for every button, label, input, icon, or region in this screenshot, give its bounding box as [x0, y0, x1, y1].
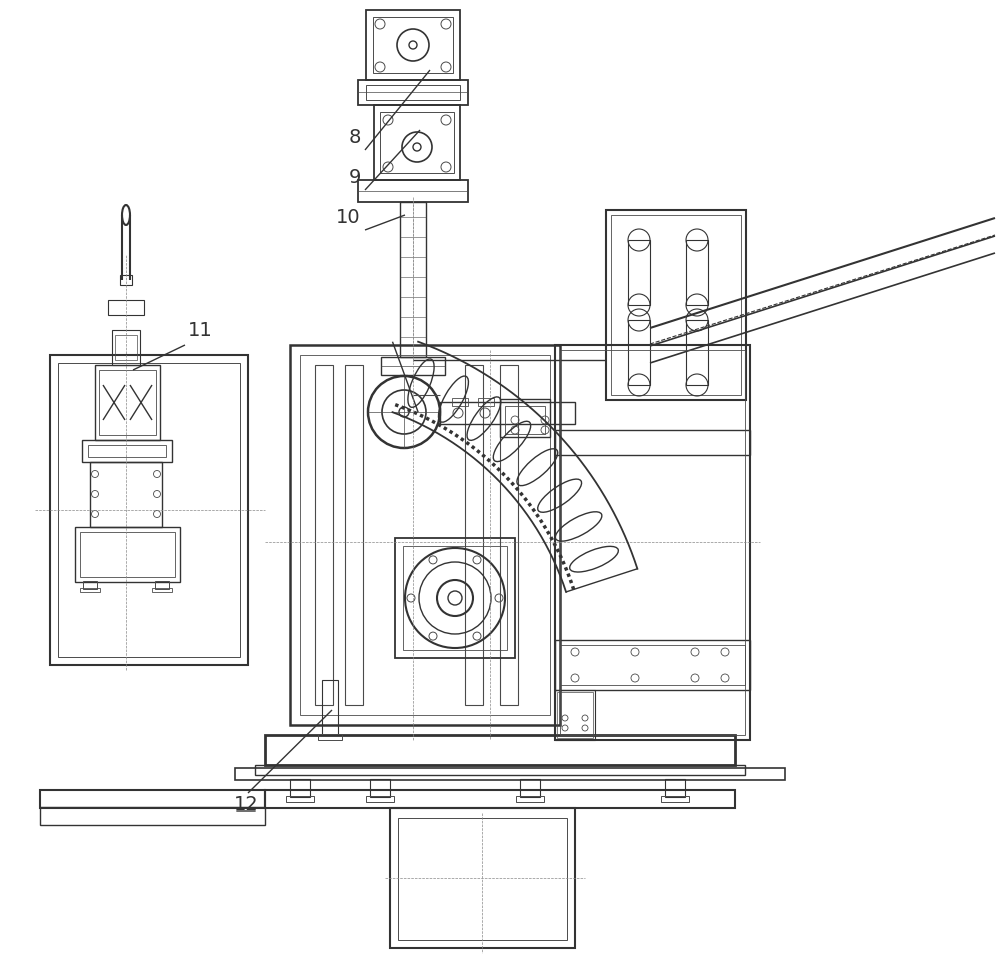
Bar: [358, 80, 468, 105]
Bar: [500, 399, 550, 437]
Text: 10: 10: [336, 208, 361, 227]
Bar: [99, 370, 156, 435]
Bar: [108, 300, 144, 315]
Bar: [286, 796, 314, 802]
Bar: [300, 355, 550, 715]
Bar: [373, 17, 453, 73]
Bar: [370, 779, 390, 797]
Bar: [290, 345, 560, 725]
Bar: [555, 640, 750, 690]
Bar: [255, 765, 745, 775]
Bar: [50, 355, 248, 665]
Bar: [381, 357, 445, 375]
Bar: [345, 365, 363, 705]
Bar: [322, 680, 338, 735]
Bar: [557, 692, 593, 738]
Bar: [505, 406, 545, 434]
Bar: [366, 10, 460, 80]
Bar: [628, 240, 650, 305]
Text: 9: 9: [349, 168, 361, 187]
Bar: [500, 365, 518, 705]
Bar: [520, 779, 540, 797]
Bar: [82, 440, 172, 462]
Bar: [115, 335, 137, 360]
Bar: [290, 779, 310, 797]
Bar: [83, 581, 97, 589]
Bar: [465, 365, 483, 705]
Text: 12: 12: [234, 795, 258, 814]
Bar: [40, 807, 265, 825]
Bar: [395, 538, 515, 658]
Bar: [560, 350, 745, 735]
Bar: [80, 588, 100, 592]
Bar: [265, 735, 735, 765]
Bar: [58, 363, 240, 657]
Bar: [440, 402, 575, 424]
Bar: [403, 546, 507, 650]
Bar: [628, 320, 650, 385]
Bar: [374, 105, 460, 180]
Text: 8: 8: [349, 128, 361, 147]
Bar: [665, 779, 685, 797]
Bar: [90, 462, 162, 527]
Text: 11: 11: [188, 321, 213, 340]
Bar: [75, 527, 180, 582]
Bar: [380, 112, 454, 173]
Bar: [686, 240, 708, 305]
Bar: [88, 445, 166, 457]
Bar: [40, 790, 265, 808]
Bar: [366, 796, 394, 802]
Bar: [555, 690, 595, 740]
Bar: [120, 275, 132, 285]
Bar: [265, 790, 735, 808]
Bar: [366, 85, 460, 100]
Bar: [95, 365, 160, 440]
Bar: [152, 588, 172, 592]
Bar: [318, 734, 342, 740]
Bar: [478, 398, 494, 406]
Bar: [452, 398, 468, 406]
Bar: [155, 581, 169, 589]
Bar: [400, 202, 426, 357]
Bar: [686, 320, 708, 385]
Bar: [235, 768, 785, 780]
Bar: [390, 808, 575, 948]
Bar: [398, 818, 567, 940]
Bar: [560, 645, 745, 685]
Bar: [611, 215, 741, 395]
Bar: [358, 180, 468, 202]
Bar: [315, 365, 333, 705]
Bar: [112, 330, 140, 365]
Bar: [555, 345, 750, 740]
Bar: [555, 430, 750, 455]
Bar: [661, 796, 689, 802]
Bar: [606, 210, 746, 400]
Bar: [80, 532, 175, 577]
Bar: [516, 796, 544, 802]
